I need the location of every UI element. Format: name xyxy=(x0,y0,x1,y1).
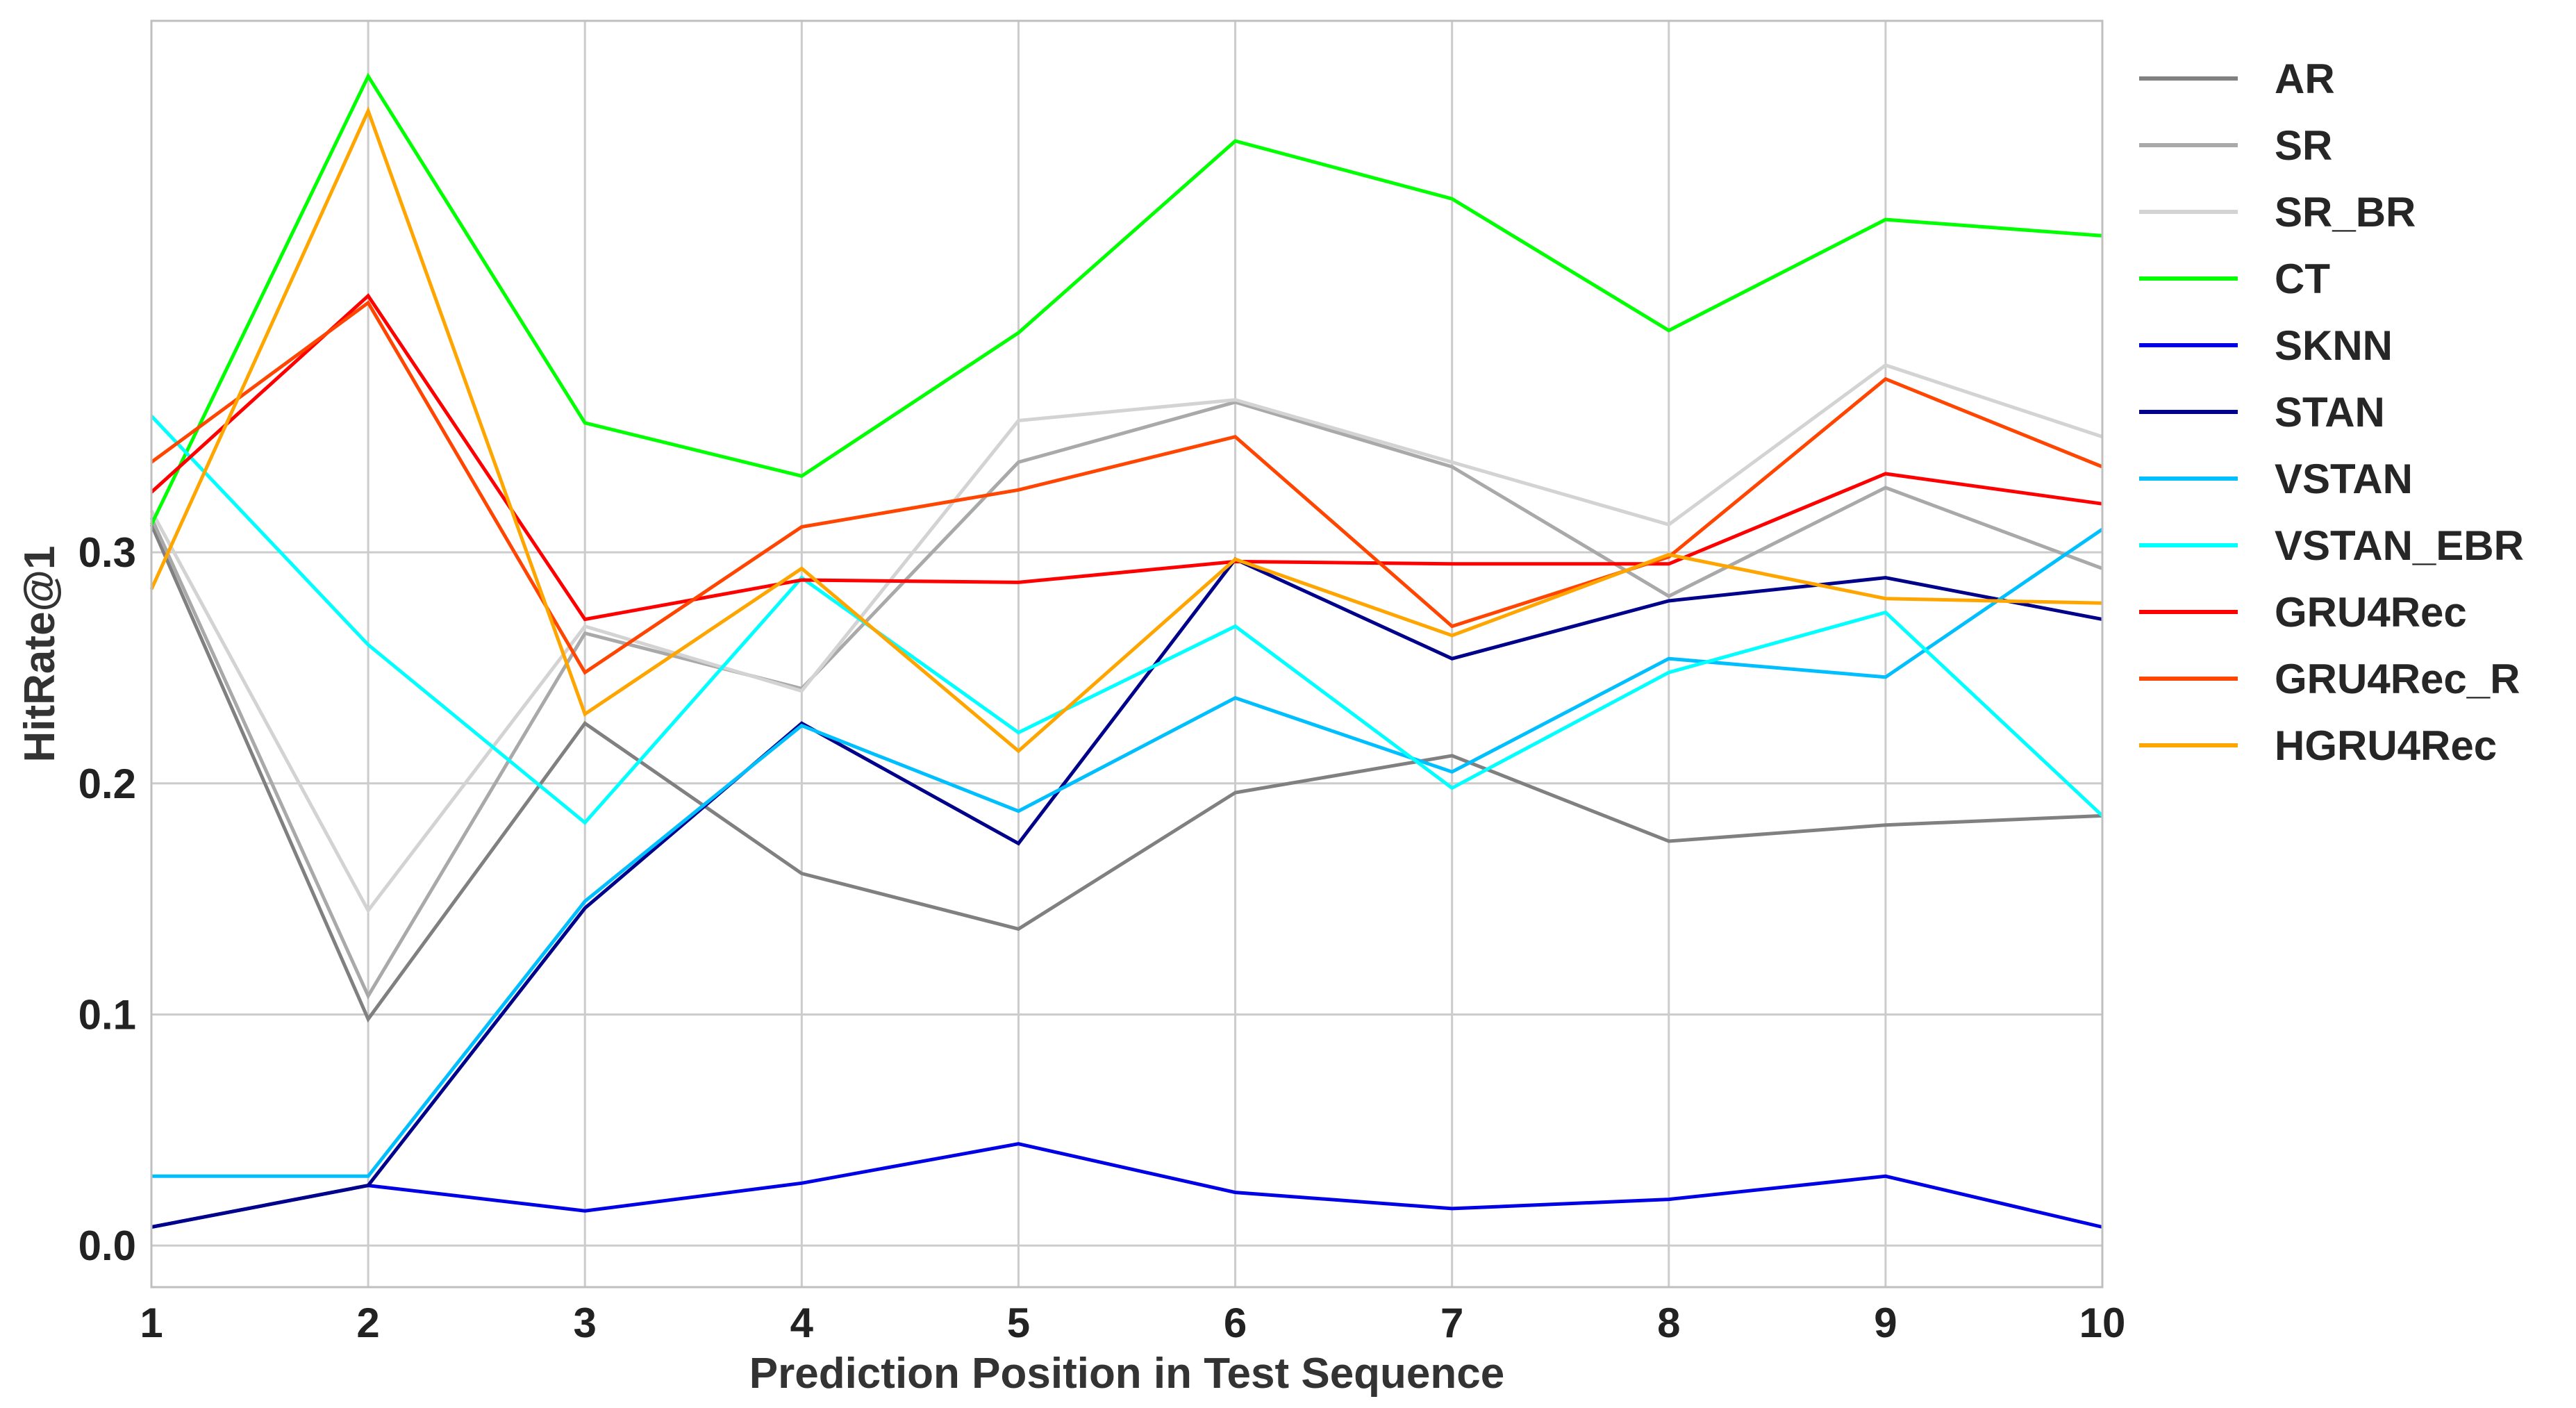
legend-label-ar: AR xyxy=(2275,56,2335,102)
legend-label-sr: SR xyxy=(2275,122,2332,169)
legend-label-gru4rec: GRU4Rec xyxy=(2275,589,2467,636)
legend-label-ct: CT xyxy=(2275,256,2330,302)
series-line-sknn xyxy=(151,1142,2103,1229)
y-tick-label: 0.1 xyxy=(78,991,136,1038)
series-line-gru4rec xyxy=(150,293,2103,622)
series-line-sr xyxy=(149,400,2103,1000)
series-line-ct xyxy=(149,72,2103,526)
legend-label-sr-br: SR_BR xyxy=(2275,189,2416,235)
series-line-hgru4rec xyxy=(149,106,2103,754)
x-axis-label: Prediction Position in Test Sequence xyxy=(749,1350,1504,1398)
x-tick-label: 9 xyxy=(1874,1300,1897,1346)
plot-frame xyxy=(150,19,2104,1289)
x-tick-label: 3 xyxy=(574,1300,597,1346)
x-tick-label: 4 xyxy=(790,1300,814,1346)
grid xyxy=(150,21,2104,1287)
legend-label-vstan: VSTAN xyxy=(2275,456,2413,502)
x-tick-label: 8 xyxy=(1657,1300,1680,1346)
x-tick-label: 5 xyxy=(1007,1300,1030,1346)
legend: AR SR SR_BR CT SKNN STAN VSTAN VSTAN_EBR GRU4Rec… xyxy=(2139,56,2524,769)
x-tick-label: 10 xyxy=(2079,1300,2126,1346)
series-line-vstan xyxy=(151,527,2104,1178)
series-line-vstan-ebr xyxy=(150,415,2104,825)
y-tick-label: 0.3 xyxy=(78,529,136,576)
x-axis-ticks: 1 2 3 4 5 6 7 8 9 10 xyxy=(140,1300,2125,1346)
series-line-sr-br xyxy=(149,363,2103,914)
legend-label-hgru4rec: HGRU4Rec xyxy=(2275,722,2497,769)
x-tick-label: 6 xyxy=(1224,1300,1247,1346)
y-axis-label: HitRate@1 xyxy=(16,546,64,763)
x-tick-label: 2 xyxy=(356,1300,379,1346)
legend-label-vstan-ebr: VSTAN_EBR xyxy=(2275,522,2524,569)
x-tick-label: 7 xyxy=(1440,1300,1463,1346)
series-line-ar xyxy=(149,524,2103,1023)
legend-label-sknn: SKNN xyxy=(2275,322,2393,369)
legend-label-gru4rec-r: GRU4Rec_R xyxy=(2275,656,2520,702)
plot-series xyxy=(149,72,2104,1229)
y-tick-label: 0.2 xyxy=(78,761,136,807)
series-line-stan xyxy=(151,556,2103,1229)
y-tick-label: 0.0 xyxy=(78,1223,136,1269)
series-line-gru4rec-r xyxy=(150,300,2103,675)
x-tick-label: 1 xyxy=(140,1300,163,1346)
y-axis-ticks: 0.0 0.1 0.2 0.3 xyxy=(78,529,136,1269)
legend-label-stan: STAN xyxy=(2275,389,2385,436)
